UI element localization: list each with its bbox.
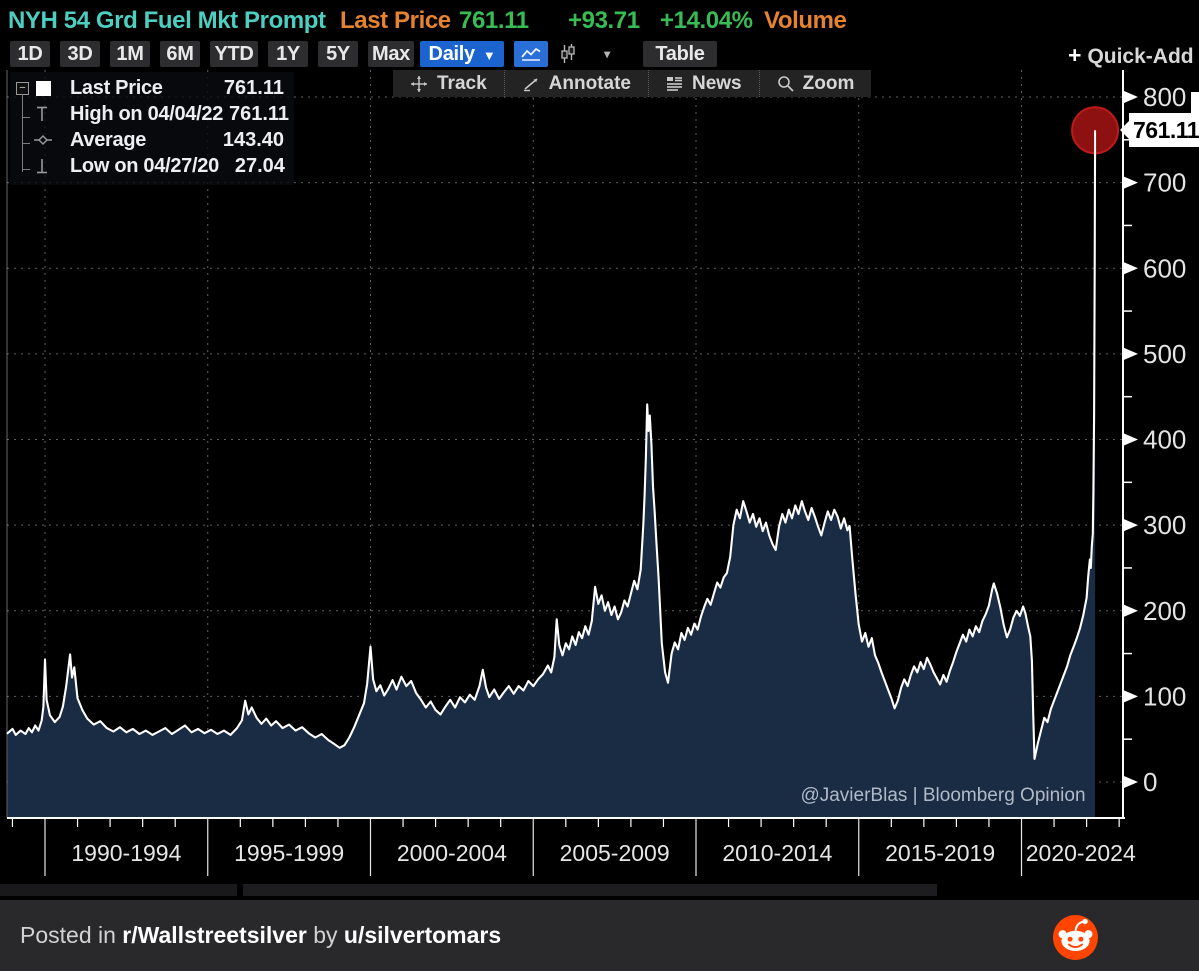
reddit-snoo-icon xyxy=(1053,915,1098,960)
watermark-credit: @JavierBlas | Bloomberg Opinion xyxy=(800,785,1085,806)
chart-legend-panel: − Last Price 761.11 High on 04/04/22 761… xyxy=(10,72,294,185)
y-axis-tick-label: 800 xyxy=(1143,82,1186,112)
y-axis-tick-label: 700 xyxy=(1143,168,1186,198)
x-axis-period-label: 2005-2009 xyxy=(560,840,670,866)
average-marker-icon xyxy=(34,135,52,145)
range-button-max[interactable]: Max xyxy=(368,41,414,67)
table-button[interactable]: Table xyxy=(643,41,717,67)
zoom-button[interactable]: Zoom xyxy=(758,70,872,97)
line-chart-icon xyxy=(521,47,541,61)
track-label: Track xyxy=(437,72,487,94)
chevron-down-icon: ▼ xyxy=(482,47,496,63)
last-price-axis-tag: 761.11 xyxy=(1119,113,1199,147)
chevron-down-icon: ▾ xyxy=(604,47,610,61)
news-icon xyxy=(666,77,682,91)
legend-value: 761.11 xyxy=(228,102,290,125)
x-axis-period-label: 1990-1994 xyxy=(71,840,181,866)
low-marker-icon xyxy=(37,159,47,174)
y-axis-tick-label: 500 xyxy=(1143,339,1186,369)
news-label: News xyxy=(691,72,742,94)
username-link[interactable]: u/silvertomars xyxy=(343,922,502,948)
by-label: by xyxy=(306,922,344,948)
x-axis-period-label: 2015-2019 xyxy=(885,840,995,866)
price-change: +93.71 xyxy=(568,7,640,34)
legend-value: 27.04 xyxy=(234,154,285,177)
interval-dropdown[interactable]: Daily ▼ xyxy=(420,41,504,67)
last-price-value: 761.11 xyxy=(459,7,529,34)
news-button[interactable]: News xyxy=(647,70,759,97)
line-chart-type-button[interactable] xyxy=(514,41,548,67)
y-axis-tick-label: 400 xyxy=(1143,425,1186,455)
interval-label: Daily xyxy=(428,42,476,65)
legend-tree-stub xyxy=(22,117,30,118)
y-axis-tick-label: 0 xyxy=(1143,767,1157,797)
legend-row-high: High on 04/04/22 761.11 xyxy=(14,101,289,127)
last-price-label: Last Price xyxy=(340,7,451,34)
annotate-label: Annotate xyxy=(548,72,631,94)
range-button-6m[interactable]: 6M xyxy=(160,41,200,67)
legend-label: Average xyxy=(70,128,147,151)
collapse-toggle-icon[interactable]: − xyxy=(16,81,29,95)
range-button-1m[interactable]: 1M xyxy=(110,41,150,67)
candlestick-icon xyxy=(561,44,575,63)
quick-add-label: Quick-Add xyxy=(1087,45,1194,68)
y-axis-tick-label: 600 xyxy=(1143,253,1186,283)
legend-label: Low on 04/27/20 xyxy=(70,154,219,177)
y-axis-tick-label: 300 xyxy=(1143,510,1186,540)
legend-row-last-price[interactable]: − Last Price 761.11 xyxy=(14,75,284,101)
annotate-icon xyxy=(523,77,538,91)
legend-row-low: Low on 04/27/20 27.04 xyxy=(14,153,285,179)
subreddit-link[interactable]: r/Wallstreetsilver xyxy=(122,922,307,948)
range-button-ytd[interactable]: YTD xyxy=(210,41,258,67)
plus-icon: + xyxy=(1068,42,1082,68)
legend-value: 143.40 xyxy=(222,128,284,151)
price-chart-plot[interactable]: @JavierBlas | Bloomberg Opinion 0 100 200 30… xyxy=(0,0,1199,900)
x-axis-period-label: 2000-2004 xyxy=(397,840,507,866)
right-edge-scrollbar-fragment[interactable] xyxy=(1191,92,1199,113)
volume-label[interactable]: Volume xyxy=(764,7,847,34)
legend-label: Last Price xyxy=(70,76,163,99)
quick-add-button[interactable]: + Quick-Add xyxy=(1068,42,1194,69)
zoom-icon xyxy=(777,76,794,92)
zoom-label: Zoom xyxy=(802,72,855,94)
posted-in-label: Posted in xyxy=(20,922,123,948)
high-marker-icon xyxy=(37,106,47,121)
range-button-1y[interactable]: 1Y xyxy=(268,41,308,67)
legend-value: 761.11 xyxy=(223,76,284,99)
y-axis-tick-label: 200 xyxy=(1143,596,1186,626)
chart-type-more-dropdown[interactable]: ▾ xyxy=(590,41,624,67)
scrollbar-track-left[interactable] xyxy=(0,884,237,896)
post-attribution: Posted in r/Wallstreetsilver by u/silver… xyxy=(20,922,501,949)
range-button-5y[interactable]: 5Y xyxy=(318,41,358,67)
y-axis-tick-label: 100 xyxy=(1143,681,1186,711)
legend-label: High on 04/04/22 xyxy=(70,102,224,125)
series-color-swatch xyxy=(36,80,51,96)
legend-tree-stub xyxy=(22,169,30,170)
price-change-pct: +14.04% xyxy=(660,7,753,34)
range-button-1d[interactable]: 1D xyxy=(10,41,50,67)
x-axis-period-label: 2010-2014 xyxy=(722,840,832,866)
ticker-name: NYH 54 Grd Fuel Mkt Prompt xyxy=(8,7,326,34)
range-toolbar: 1D 3D 1M 6M YTD 1Y 5Y Max Daily ▼ ▾ xyxy=(0,40,1199,68)
scrollbar-thumb[interactable] xyxy=(243,884,937,896)
legend-row-average: Average 143.40 xyxy=(14,127,284,153)
reddit-footer-bar: Posted in r/Wallstreetsilver by u/silver… xyxy=(0,900,1199,971)
chart-tools-toolbar: Track Annotate News xyxy=(393,70,872,97)
annotate-button[interactable]: Annotate xyxy=(503,70,648,97)
legend-tree-stub xyxy=(22,143,30,144)
track-icon xyxy=(411,75,427,92)
track-button[interactable]: Track xyxy=(393,70,504,97)
candlestick-chart-type-button[interactable] xyxy=(553,41,583,67)
x-axis-period-label: 2020-2024 xyxy=(1026,840,1136,866)
legend-tree-bracket xyxy=(22,94,23,172)
range-button-3d[interactable]: 3D xyxy=(60,41,100,67)
x-axis-period-label: 1995-1999 xyxy=(234,840,344,866)
